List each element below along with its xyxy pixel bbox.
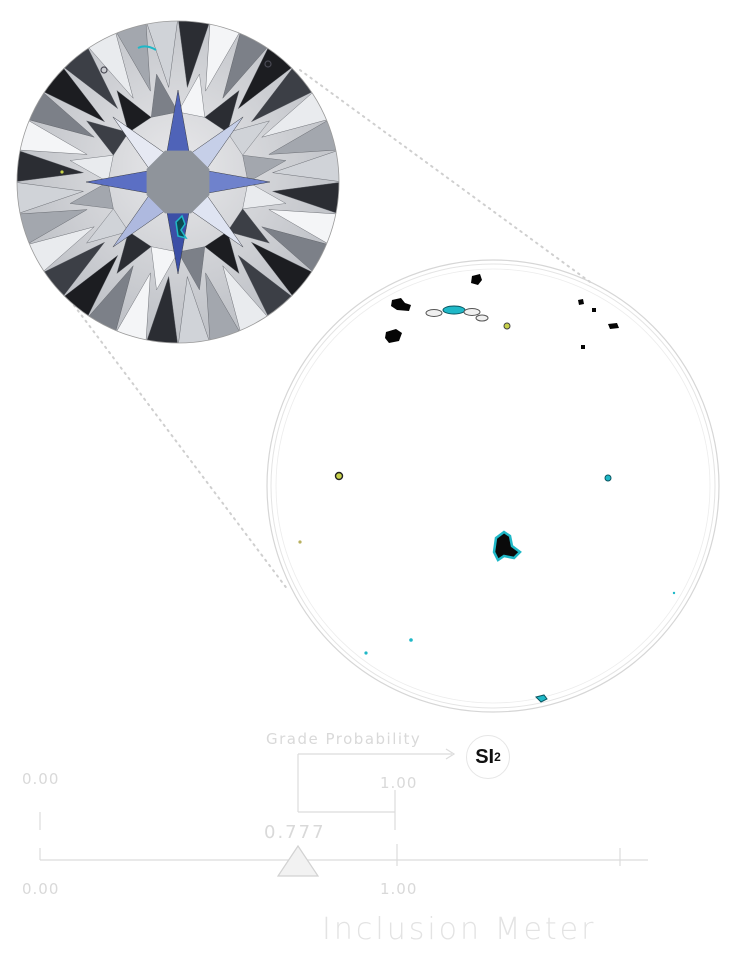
girdle-facet [145,21,179,88]
inclusion-meter-scale [39,844,648,866]
bezel-facet [204,90,240,133]
inclusion-yellow-marks [298,322,511,544]
girdle-facet [17,149,84,183]
bezel-facet [116,231,152,274]
bezel-facet [227,208,270,244]
bezel-facet [69,154,114,183]
zoom-connector-lines [69,69,591,591]
meter-scale-min: 0.00 [22,880,60,898]
bezel-facet [86,120,129,156]
diamond-facets [17,21,339,343]
bezel-facet [86,208,129,244]
grade-probability-value: 0.777 [264,822,326,843]
girdle-facet [145,276,179,343]
grade-probability-label: Grade Probability [266,730,422,748]
inclusion-plot [266,259,720,713]
grade-scale-min: 0.00 [22,770,60,788]
meter-scale-max: 1.00 [380,880,418,898]
inclusion-cyan-marks [364,474,676,703]
bezel-facet [242,154,287,183]
bezel-facet [177,246,206,291]
bezel-facet [116,90,152,133]
diamond-table [146,150,210,214]
inclusion-meter-marker [276,844,320,877]
bezel-facet [150,246,179,291]
grade-sub: 2 [494,750,501,764]
girdle-facet [272,181,339,215]
connector-top-line [299,69,591,283]
inclusion-feather-group [425,305,489,322]
grade-scale-max: 1.00 [380,774,418,792]
grade-probability-bracket [39,748,456,830]
diamond-inclusion-marks [60,45,272,240]
bezel-facet [204,231,240,274]
connector-bottom-line [69,299,289,591]
girdle-facet [177,21,211,88]
girdle-facet [177,276,211,343]
bezel-facet [242,181,287,210]
inclusion-meter-title: Inclusion Meter [322,912,597,947]
diamond-photo [17,21,339,343]
grade-badge: SI 2 [466,735,510,779]
bezel-facet [150,73,179,118]
grade-main: SI [475,745,495,768]
diamond-star-facets [85,89,271,275]
bezel-facet [227,120,270,156]
girdle-facet [272,149,339,183]
inclusion-black-marks [385,274,619,349]
girdle-facet [17,181,84,215]
bezel-facet [177,73,206,118]
bezel-facet [69,181,114,210]
